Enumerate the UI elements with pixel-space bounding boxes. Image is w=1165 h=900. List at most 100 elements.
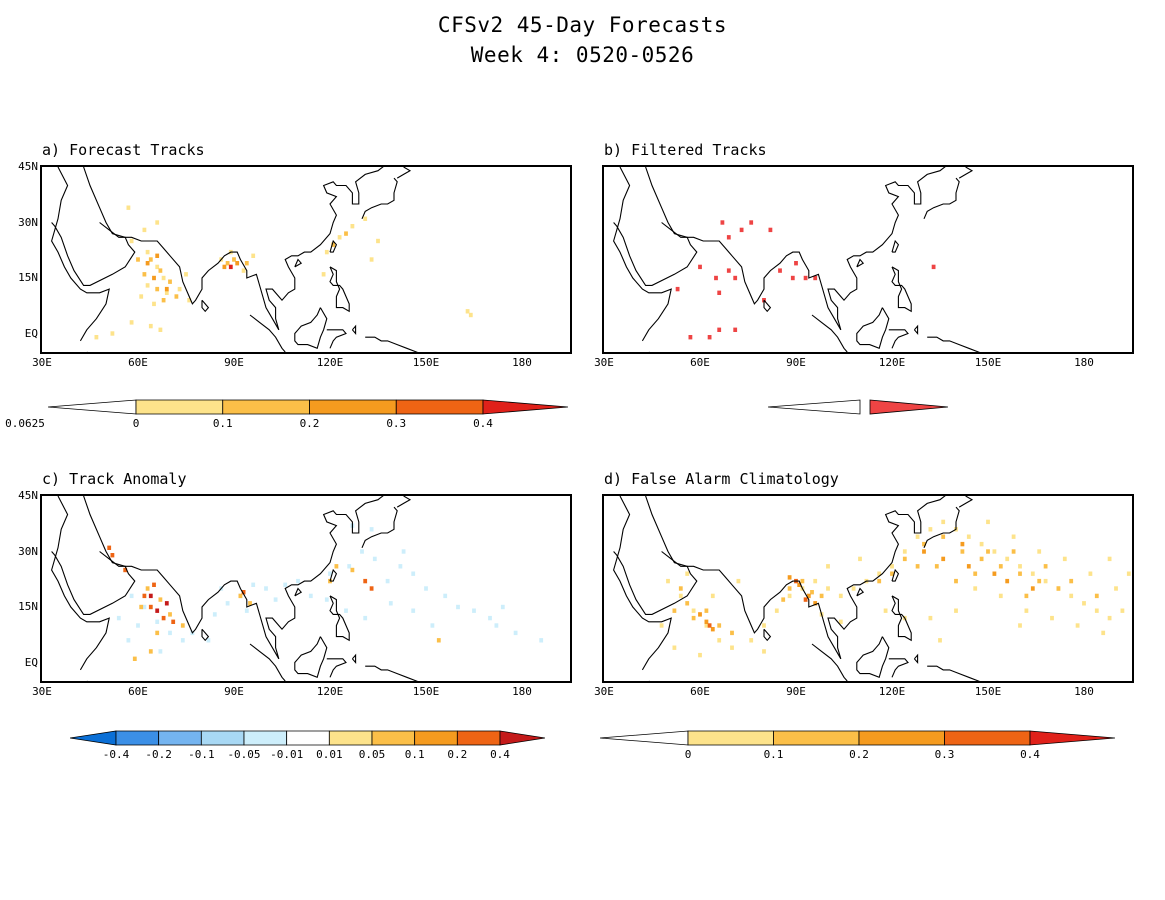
data-cell xyxy=(877,578,882,584)
coastline xyxy=(361,177,398,220)
data-cell xyxy=(139,294,144,299)
data-cell xyxy=(363,216,368,221)
data-cell xyxy=(273,597,278,602)
data-cell xyxy=(331,242,336,247)
data-cell xyxy=(161,298,166,303)
coastline xyxy=(99,551,280,660)
lon-tick-label: 90E xyxy=(224,685,244,698)
data-cell xyxy=(123,567,128,573)
coastline xyxy=(888,658,909,678)
data-cell xyxy=(813,275,818,281)
data-cell xyxy=(180,638,185,643)
data-cell xyxy=(174,294,179,299)
data-cell xyxy=(494,623,499,628)
lon-tick-label: 180 xyxy=(1074,356,1094,369)
colorbar-tail xyxy=(48,399,137,415)
data-cell xyxy=(206,638,211,643)
data-cell xyxy=(369,586,374,591)
data-cell xyxy=(794,261,798,266)
lon-tick-label: 120E xyxy=(878,356,906,369)
data-cell xyxy=(139,604,144,610)
data-cell xyxy=(168,279,172,284)
coastline xyxy=(396,167,412,179)
coastline xyxy=(923,506,960,549)
coastline xyxy=(51,496,136,615)
colorbar-box xyxy=(328,730,373,746)
data-cell xyxy=(1126,571,1131,576)
lat-tick-label: 45N xyxy=(18,489,38,502)
data-cell xyxy=(966,534,971,539)
lon-tick-label: 150E xyxy=(412,685,440,698)
colorbar-tick-label: 0.4 xyxy=(490,748,510,761)
colorbar-box xyxy=(309,399,397,415)
data-cell xyxy=(806,593,811,599)
data-cell xyxy=(110,553,115,558)
data-cell xyxy=(1075,623,1080,628)
data-cell xyxy=(238,593,243,599)
colorbar-tick-label: 0.2 xyxy=(447,748,468,761)
data-cell xyxy=(241,268,246,273)
colorbar-tick-label: 0.4 xyxy=(1020,748,1040,761)
data-cell xyxy=(938,638,942,643)
data-cell xyxy=(749,220,754,225)
data-cell xyxy=(212,612,217,617)
map-svg xyxy=(613,496,1131,681)
data-cell xyxy=(344,608,348,613)
data-cell xyxy=(360,549,364,554)
coastline xyxy=(613,167,698,286)
coastline xyxy=(326,329,347,349)
data-cell xyxy=(1107,615,1112,621)
data-cell xyxy=(145,249,150,255)
data-cell xyxy=(107,545,112,550)
data-cell xyxy=(710,627,715,632)
data-cell xyxy=(244,608,249,613)
data-cell xyxy=(902,556,907,562)
colorbar-tick-label: 0.0625 xyxy=(5,417,45,430)
data-cell xyxy=(148,323,153,329)
coastline xyxy=(265,167,384,330)
colorbar-box xyxy=(135,399,224,415)
figure-title: CFSv2 45-Day Forecasts Week 4: 0520-0526 xyxy=(0,10,1165,70)
lat-tick-label: 45N xyxy=(18,160,38,173)
coastline xyxy=(888,329,909,349)
data-cell xyxy=(148,604,153,610)
data-cell xyxy=(155,253,160,258)
data-cell xyxy=(184,272,188,277)
colorbar-tick-label: 0.1 xyxy=(404,748,425,761)
data-cell xyxy=(148,257,153,262)
data-cell xyxy=(129,238,134,244)
data-cell xyxy=(954,608,958,613)
coastline xyxy=(294,587,303,597)
data-cell xyxy=(264,586,268,591)
data-cell xyxy=(678,586,683,591)
data-cell xyxy=(158,268,163,273)
panel-c-map xyxy=(40,494,572,683)
data-cell xyxy=(890,564,894,569)
coastline xyxy=(827,167,946,330)
map-svg xyxy=(51,496,544,681)
colorbar-tip xyxy=(869,399,948,415)
data-cell xyxy=(720,220,725,225)
data-cell xyxy=(129,593,134,599)
data-cell xyxy=(116,615,121,621)
lon-tick-label: 60E xyxy=(690,685,710,698)
data-cell xyxy=(155,264,160,270)
data-cell xyxy=(225,261,230,266)
data-cell xyxy=(296,578,300,584)
data-cell xyxy=(685,601,690,606)
data-cell xyxy=(790,275,795,281)
lon-tick-label: 120E xyxy=(878,685,906,698)
data-cell xyxy=(774,608,779,613)
data-cell xyxy=(180,623,185,628)
panel-d-map xyxy=(602,494,1134,683)
data-cell xyxy=(941,519,946,525)
colorbar-tick-label: 0.01 xyxy=(316,748,343,761)
data-cell xyxy=(171,619,176,624)
data-cell xyxy=(979,541,984,547)
data-cell xyxy=(161,615,166,621)
coastline xyxy=(827,496,946,659)
data-cell xyxy=(698,652,702,658)
colorbar-tick-label: 0.3 xyxy=(934,748,955,761)
panel-b-title: b) Filtered Tracks xyxy=(604,141,767,159)
data-cell xyxy=(251,582,256,587)
